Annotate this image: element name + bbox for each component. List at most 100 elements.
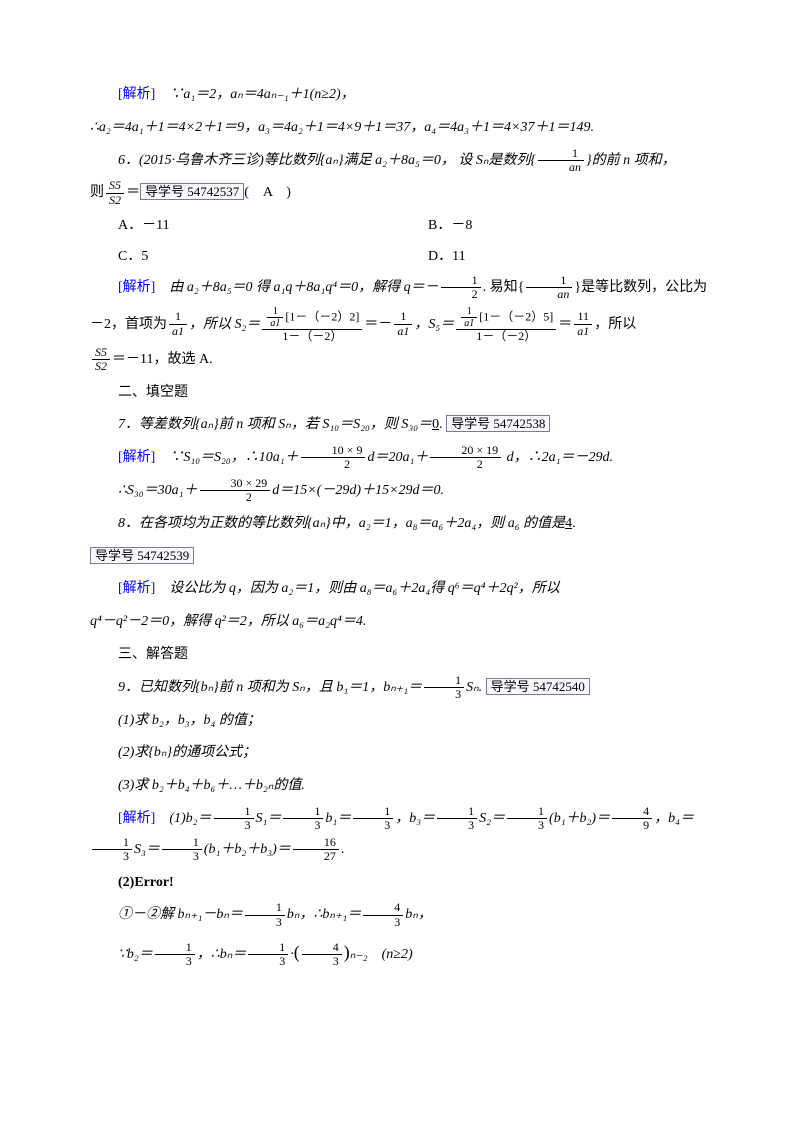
sol9-t5: S₂＝ — [479, 811, 505, 826]
sol9-t8: S₃＝ — [134, 842, 160, 857]
sol7-f3: 30 × 292 — [200, 477, 271, 504]
analysis-body-2: ∴a₂＝4a₁＋1＝4×2＋1＝9，a₃＝4a₂＋1＝4×9＋1＝37，a₄＝4… — [90, 113, 710, 144]
q6-text-1: 6．(2015·乌鲁木齐三诊)等比数列{aₙ}满足 a₂＋8a₅＝0， 设 Sₙ… — [118, 153, 536, 168]
sol9-f8: 13 — [162, 836, 202, 863]
sol6-t1: 由 a₂＋8a₅＝0 得 a₁q＋8a₁q⁴＝0，解得 q＝－ — [155, 280, 438, 295]
sol9-l3c: bₙ， — [405, 907, 432, 922]
q8-guide-box: 导学号 54742539 — [90, 547, 194, 564]
question-6: 6．(2015·乌鲁木齐三诊)等比数列{aₙ}满足 a₂＋8a₅＝0， 设 Sₙ… — [90, 146, 710, 177]
sol6-bf1: 1a1[1－（－2）2]1－（－2） — [262, 306, 362, 343]
q6-option-a: A．－11 — [90, 211, 400, 242]
analysis-intro: [解析] ∵a₁＝2，aₙ＝4aₙ₋₁＋1(n≥2)， — [90, 80, 710, 111]
sol6-f2: 1an — [526, 274, 572, 301]
sol6-f6: S5S2 — [92, 346, 110, 373]
q6-eq: ＝ — [126, 185, 140, 200]
solution-9-line4: ∵b₂＝13，∴bₙ＝13·(43)ₙ₋₂ (n≥2) — [90, 933, 710, 973]
question-8: 8．在各项均为正数的等比数列{aₙ}中，a₂＝1，a₈＝a₆＋2a₄，则 a₆ … — [90, 509, 710, 540]
analysis-body-1: ∵a₁＝2，aₙ＝4aₙ₋₁＋1(n≥2)， — [155, 87, 354, 102]
sol9-f4: 13 — [437, 805, 477, 832]
sol9-t10: . — [341, 842, 345, 857]
q6-frac-2: S5S2 — [106, 179, 124, 206]
sol6-t4: －2，首项为 — [90, 316, 167, 331]
section-3-heading: 三、解答题 — [90, 640, 710, 671]
sol6-t9: ，所以 — [594, 316, 636, 331]
solution-9-line1: [解析] (1)b₂＝13S₁＝13b₁＝13，b₃＝13S₂＝13(b₁＋b₂… — [90, 804, 710, 866]
sol9-l4a: ∵b₂＝ — [118, 947, 153, 962]
sol7-f1: 10 × 92 — [301, 444, 366, 471]
solution-6-line3: S5S2＝－11，故选 A. — [90, 345, 710, 376]
sol9-label: [解析] — [118, 811, 155, 826]
solution-9-error: (2)Error! — [90, 868, 710, 899]
sol9-f9: 1627 — [293, 836, 339, 863]
solution-8-line2: q⁴－q²－2＝0，解得 q²＝2，所以 a₆＝a₂q⁴＝4. — [90, 607, 710, 638]
sol9-l3b: bₙ，∴bₙ₊₁＝ — [287, 907, 361, 922]
q7-answer: 0 — [432, 417, 439, 432]
q6-options-row1: A．－11 B．－8 — [90, 211, 710, 242]
sol9-l4d: ₙ₋₂ (n≥2) — [350, 947, 413, 962]
solution-7-line2: ∴S₃₀＝30a₁＋30 × 292d＝15×(－29d)＋15×29d＝0. — [90, 476, 710, 507]
q9-sub2: (2)求{bₙ}的通项公式； — [90, 738, 710, 769]
sol6-f1: 12 — [441, 274, 481, 301]
q6-option-b: B．－8 — [400, 211, 710, 242]
q6-option-d: D．11 — [400, 242, 710, 273]
sol9-t6: (b₁＋b₂)＝ — [549, 811, 610, 826]
sol9-t3: b₁＝ — [325, 811, 351, 826]
solution-7-line1: [解析] ∵S₁₀＝S₂₀，∴10a₁＋10 × 92d＝20a₁＋20 × 1… — [90, 443, 710, 474]
sol9-t7: ，b₄＝ — [654, 811, 694, 826]
sol9-f1: 13 — [214, 805, 254, 832]
question-8-box: 导学号 54742539 — [90, 542, 710, 573]
sol9-l3a: ①－②解 bₙ₊₁－bₙ＝ — [118, 907, 243, 922]
sol6-f4: 1a1 — [394, 310, 412, 337]
q9-t1: 9．已知数列{bₙ}前 n 项和为 Sₙ，且 b₁＝1，bₙ₊₁＝ — [118, 680, 422, 695]
sol9-f3: 13 — [353, 805, 393, 832]
sol9-f2: 13 — [283, 805, 323, 832]
q9-t2: Sₙ. — [466, 680, 482, 695]
sol6-t5: ，所以 S₂＝ — [189, 316, 260, 331]
q8-t2: . — [572, 516, 576, 531]
sol6-t2: . 易知{ — [483, 280, 525, 295]
q6-frac-1: 1an — [538, 147, 584, 174]
q6-option-c: C．5 — [90, 242, 400, 273]
solution-9-line3: ①－②解 bₙ₊₁－bₙ＝13bₙ，∴bₙ₊₁＝43bₙ， — [90, 900, 710, 931]
q7-t1: 7．等差数列{aₙ}前 n 项和 Sₙ，若 S₁₀＝S₂₀，则 S₃₀＝ — [118, 417, 432, 432]
sol6-bf2: 1a1[1－（－2）5]1－（－2） — [456, 306, 556, 343]
q9-sub3: (3)求 b₂＋b₄＋b₆＋…＋b₂ₙ的值. — [90, 771, 710, 802]
sol9-f11: 43 — [363, 901, 403, 928]
sol9-f6: 49 — [612, 805, 652, 832]
sol9-t9: (b₁＋b₂＋b₃)＝ — [204, 842, 291, 857]
sol6-t3: }是等比数列，公比为 — [574, 280, 707, 295]
sol9-l4b: ，∴bₙ＝ — [197, 947, 247, 962]
sol9-t2: S₁＝ — [256, 811, 282, 826]
solution-6-line2: －2，首项为1a1，所以 S₂＝1a1[1－（－2）2]1－（－2）＝－1a1，… — [90, 306, 710, 343]
sol9-f7: 13 — [92, 836, 132, 863]
q6-options-row2: C．5 D．11 — [90, 242, 710, 273]
question-6-line2: 则S5S2＝导学号 54742537( A ) — [90, 178, 710, 209]
sol6-t8: ＝ — [558, 316, 572, 331]
q9-guide-box: 导学号 54742540 — [486, 678, 590, 695]
sol7-label: [解析] — [118, 450, 155, 465]
q9-sub1: (1)求 b₂，b₃，b₄ 的值； — [90, 706, 710, 737]
sol9-f14: 43 — [302, 941, 342, 968]
question-7: 7．等差数列{aₙ}前 n 项和 Sₙ，若 S₁₀＝S₂₀，则 S₃₀＝0. 导… — [90, 410, 710, 441]
analysis-label: [解析] — [118, 87, 155, 102]
sol8-t1: 设公比为 q，因为 a₂＝1，则由 a₈＝a₆＋2a₄得 q⁶＝q⁴＋2q²，所… — [155, 581, 559, 596]
sol6-label: [解析] — [118, 280, 155, 295]
paren-open: ( — [294, 942, 300, 962]
sol7-t2: d＝20a₁＋ — [367, 450, 428, 465]
sol9-f5: 13 — [507, 805, 547, 832]
sol9-t1: (1)b₂＝ — [155, 811, 211, 826]
sol7-t1: ∵S₁₀＝S₂₀，∴10a₁＋ — [155, 450, 298, 465]
q8-t1: 8．在各项均为正数的等比数列{aₙ}中，a₂＝1，a₈＝a₆＋2a₄，则 a₆ … — [118, 516, 565, 531]
sol9-f10: 13 — [245, 901, 285, 928]
sol7-t3: d，∴2a₁＝－29d. — [503, 450, 613, 465]
q7-guide-box: 导学号 54742538 — [446, 415, 550, 432]
solution-8-line1: [解析] 设公比为 q，因为 a₂＝1，则由 a₈＝a₆＋2a₄得 q⁶＝q⁴＋… — [90, 574, 710, 605]
sol6-t7: ，S₅＝ — [414, 316, 454, 331]
sol7-t4: ∴S₃₀＝30a₁＋ — [118, 483, 198, 498]
q6-answer: ( A ) — [244, 185, 291, 200]
q6-text-2: }的前 n 项和， — [586, 153, 676, 168]
sol7-t5: d＝15×(－29d)＋15×29d＝0. — [272, 483, 444, 498]
sol9-f12: 13 — [155, 941, 195, 968]
q6-ze: 则 — [90, 185, 104, 200]
sol7-f2: 20 × 192 — [430, 444, 501, 471]
